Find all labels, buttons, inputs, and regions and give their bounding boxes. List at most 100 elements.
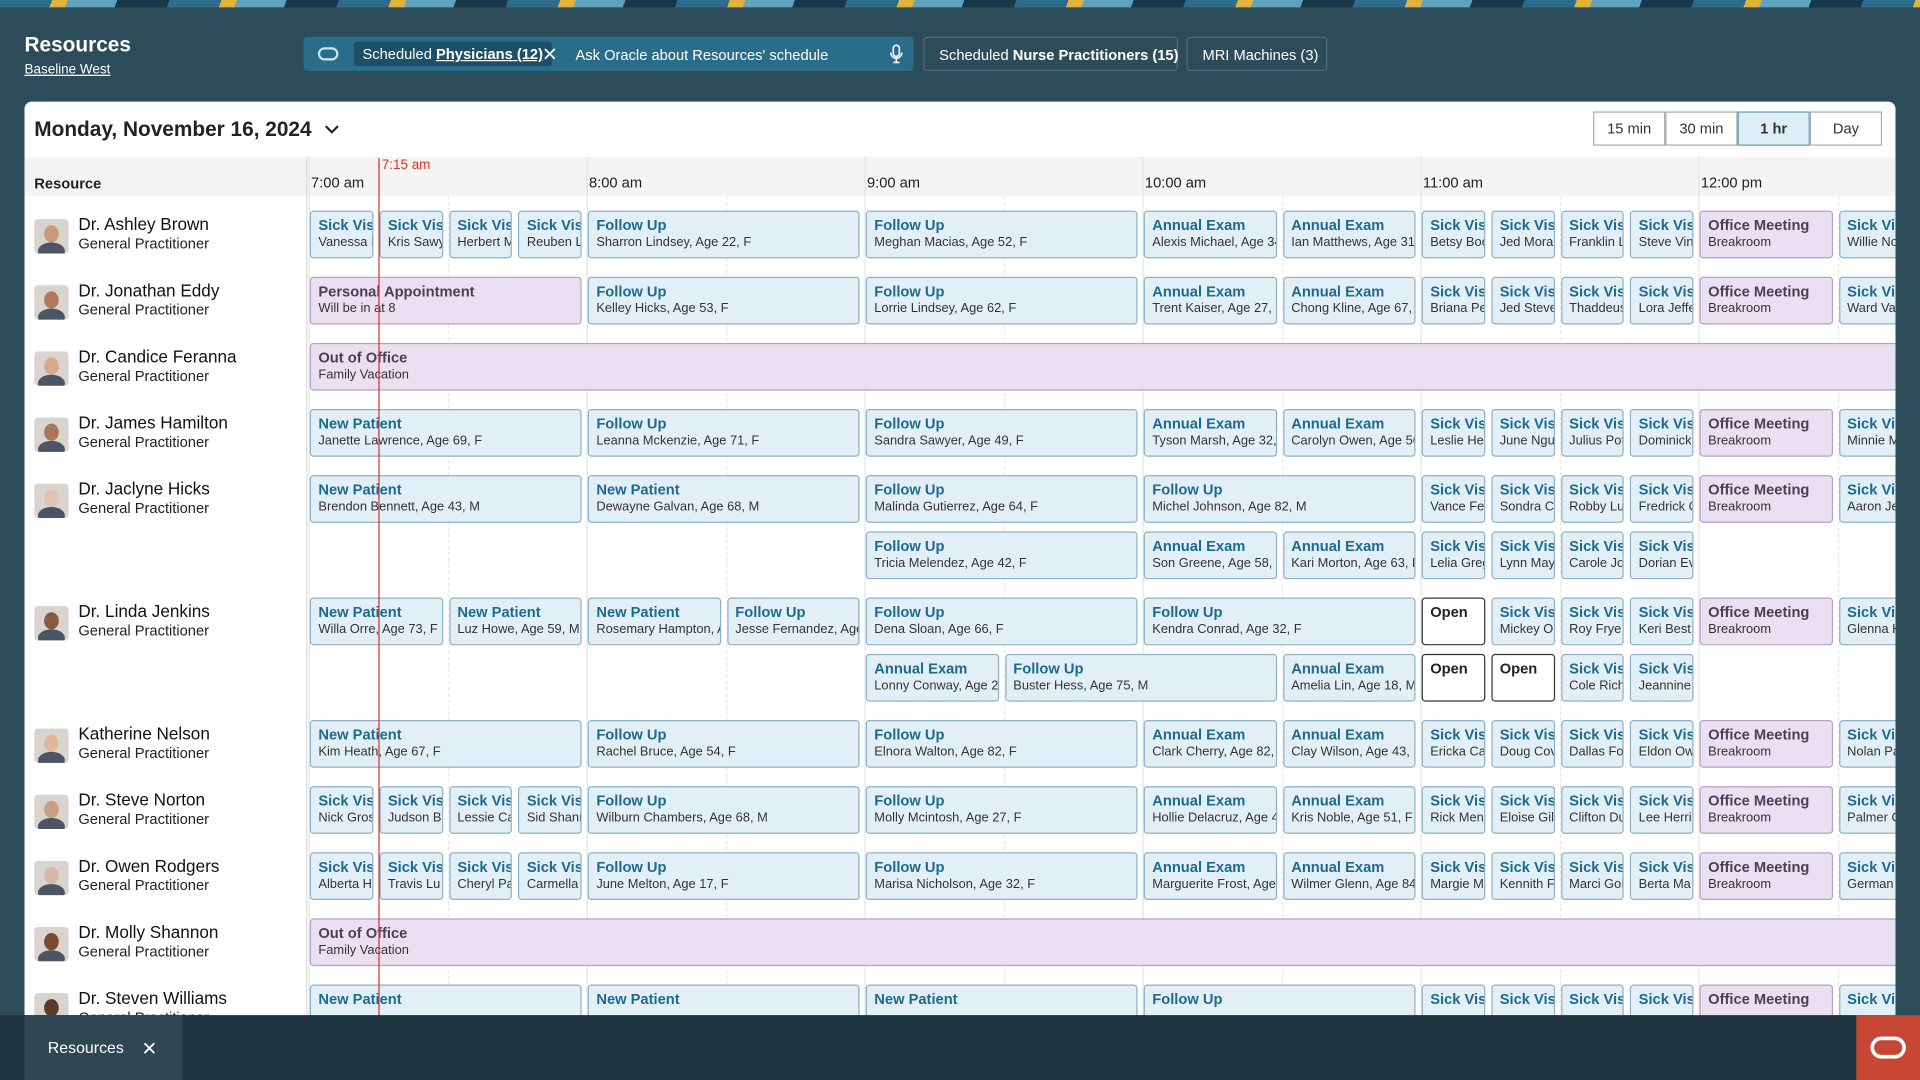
- appointment[interactable]: Annual Exam Kari Morton, Age 63, F: [1282, 531, 1416, 580]
- search-chip[interactable]: Scheduled Physicians (12): [353, 41, 553, 67]
- appointment[interactable]: Open: [1491, 653, 1555, 702]
- appointment[interactable]: Office Meeting Breakroom: [1699, 720, 1833, 768]
- appointment[interactable]: Sick VisitEloise Gil: [1491, 786, 1555, 834]
- appointment[interactable]: Sick VisitJed Steve: [1491, 276, 1555, 325]
- appointment[interactable]: Sick VisitGerman I: [1838, 852, 1896, 900]
- filter-chip[interactable]: MRI Machines (3): [1186, 36, 1328, 72]
- appointment[interactable]: New Patient Dewayne Galvan, Age 68, M: [587, 475, 860, 523]
- appointment[interactable]: Office Meeting Breakroom: [1699, 276, 1833, 325]
- appointment[interactable]: Follow Up Rachel Bruce, Age 54, F: [587, 720, 860, 768]
- appointment[interactable]: Sick VisitReuben L: [518, 210, 582, 259]
- appointment[interactable]: Sick VisitWard Vau: [1838, 276, 1896, 325]
- appointment[interactable]: Sick VisitNolan Pa: [1838, 720, 1896, 768]
- appointment[interactable]: New Patient Kim Heath, Age 67, F: [309, 720, 582, 768]
- appointment[interactable]: Annual Exam Tyson Marsh, Age 32,: [1143, 408, 1277, 457]
- appointment[interactable]: Open: [1421, 597, 1485, 646]
- appointment[interactable]: Sick VisitFranklin L: [1560, 210, 1624, 259]
- appointment[interactable]: Sick VisitPalmer G: [1838, 786, 1896, 834]
- appointment[interactable]: New Patient Rosemary Hampton, A: [587, 597, 721, 646]
- appointment[interactable]: Annual Exam Hollie Delacruz, Age 4: [1143, 786, 1277, 834]
- appointment[interactable]: Sick VisitCole Rich: [1560, 653, 1624, 702]
- appointment[interactable]: Sick VisitRobby Lu: [1560, 475, 1624, 523]
- appointment[interactable]: New Patient Luz Howe, Age 59, M: [448, 597, 582, 646]
- bottom-tab[interactable]: Resources: [24, 1015, 183, 1080]
- appointment[interactable]: Sick VisitNick Gros: [309, 786, 374, 834]
- chip-remove[interactable]: [542, 47, 557, 62]
- appointment[interactable]: Sick VisitJed Mora: [1491, 210, 1555, 259]
- appointment[interactable]: Sick VisitBriana Pe: [1421, 276, 1485, 325]
- appointment[interactable]: Annual Exam Marguerite Frost, Age: [1143, 852, 1277, 900]
- appointment[interactable]: Open: [1421, 653, 1485, 702]
- appointment[interactable]: Sick VisitCheryl Pa: [448, 852, 513, 900]
- appointment[interactable]: Follow Up Elnora Walton, Age 82, F: [865, 720, 1138, 768]
- appointment[interactable]: Sick VisitLynn May: [1491, 531, 1555, 580]
- appointment[interactable]: Personal Appointment Will be in at 8: [309, 276, 582, 325]
- appointment[interactable]: Annual Exam Clay Wilson, Age 43, M: [1282, 720, 1416, 768]
- appointment[interactable]: Sick VisitMinnie M: [1838, 408, 1896, 457]
- appointment[interactable]: Out of Office Family Vacation: [309, 918, 1896, 967]
- appointment[interactable]: Follow Up Kelley Hicks, Age 53, F: [587, 276, 860, 325]
- appointment[interactable]: Sick VisitMarci Gol: [1560, 852, 1624, 900]
- appointment[interactable]: Sick VisitFredrick C: [1630, 475, 1694, 523]
- appointment[interactable]: Annual Exam Son Greene, Age 58, M: [1143, 531, 1277, 580]
- appointment[interactable]: Follow Up Jesse Fernandez, Age: [726, 597, 860, 646]
- appointment[interactable]: Sick VisitGlenna H: [1838, 597, 1896, 646]
- appointment[interactable]: Sick VisitSid Shanr: [518, 786, 582, 834]
- appointment[interactable]: Follow Up Sandra Sawyer, Age 49, F: [865, 408, 1138, 457]
- appointment[interactable]: Sick VisitJeannine: [1630, 653, 1694, 702]
- appointment[interactable]: Sick VisitEldon Ow: [1630, 720, 1694, 768]
- appointment[interactable]: Sick VisitMickey O: [1491, 597, 1555, 646]
- appointment[interactable]: Sick VisitDoug Cov: [1491, 720, 1555, 768]
- mic-icon[interactable]: [889, 44, 904, 64]
- appointment[interactable]: Office Meeting Breakroom: [1699, 475, 1833, 523]
- appointment[interactable]: New Patient Brendon Bennett, Age 43, M: [309, 475, 582, 523]
- appointment[interactable]: Sick VisitVance Fer: [1421, 475, 1485, 523]
- appointment[interactable]: Sick VisitJune Ngu: [1491, 408, 1555, 457]
- appointment[interactable]: Sick VisitVanessa E: [309, 210, 374, 259]
- appointment[interactable]: Sick VisitEricka Ca: [1421, 720, 1485, 768]
- appointment[interactable]: Annual Exam Wilmer Glenn, Age 84,: [1282, 852, 1416, 900]
- interval-button[interactable]: 1 hr: [1737, 111, 1810, 146]
- appointment[interactable]: Office Meeting Breakroom: [1699, 408, 1833, 457]
- interval-button[interactable]: 30 min: [1665, 111, 1738, 146]
- appointment[interactable]: Follow Up Michel Johnson, Age 82, M: [1143, 475, 1416, 523]
- appointment[interactable]: Sick VisitSondra Cl: [1491, 475, 1555, 523]
- appointment[interactable]: Office Meeting Breakroom: [1699, 210, 1833, 259]
- appointment[interactable]: Office Meeting Breakroom: [1699, 852, 1833, 900]
- appointment[interactable]: Annual Exam Trent Kaiser, Age 27, F: [1143, 276, 1277, 325]
- appointment[interactable]: Annual Exam Amelia Lin, Age 18, M: [1282, 653, 1416, 702]
- appointment[interactable]: Sick VisitHerbert M: [448, 210, 513, 259]
- appointment[interactable]: Follow Up Buster Hess, Age 75, M: [1004, 653, 1277, 702]
- appointment[interactable]: Sick VisitKeri Best: [1630, 597, 1694, 646]
- appointment[interactable]: Sick VisitBetsy Boo: [1421, 210, 1485, 259]
- appointment[interactable]: Sick VisitDominick: [1630, 408, 1694, 457]
- appointment[interactable]: Sick VisitTravis Lu: [379, 852, 443, 900]
- appointment[interactable]: Sick VisitThaddeus: [1560, 276, 1624, 325]
- tab-close[interactable]: [142, 1041, 157, 1056]
- appointment[interactable]: New Patient Willa Orre, Age 73, F: [309, 597, 443, 646]
- appointment[interactable]: Office Meeting Breakroom: [1699, 786, 1833, 834]
- appointment[interactable]: Sick VisitMargie M: [1421, 852, 1485, 900]
- appointment[interactable]: Sick VisitJulius Pot: [1560, 408, 1624, 457]
- appointment[interactable]: Sick VisitLelia Greg: [1421, 531, 1485, 580]
- appointment[interactable]: Annual Exam Clark Cherry, Age 82, M: [1143, 720, 1277, 768]
- location-link[interactable]: Baseline West: [24, 62, 111, 78]
- appointment[interactable]: Sick VisitDorian Ev: [1630, 531, 1694, 580]
- appointment[interactable]: Follow Up Malinda Gutierrez, Age 64, F: [865, 475, 1138, 523]
- appointment[interactable]: Office Meeting Breakroom: [1699, 597, 1833, 646]
- appointment[interactable]: Annual Exam Alexis Michael, Age 34: [1143, 210, 1277, 259]
- appointment[interactable]: Follow Up Sharron Lindsey, Age 22, F: [587, 210, 860, 259]
- appointment[interactable]: Annual Exam Lonny Conway, Age 21: [865, 653, 999, 702]
- appointment[interactable]: Sick VisitCarole Jo: [1560, 531, 1624, 580]
- appointment[interactable]: Sick VisitKennith F: [1491, 852, 1555, 900]
- appointment[interactable]: Sick VisitWillie No: [1838, 210, 1896, 259]
- oracle-button[interactable]: [1856, 1015, 1920, 1080]
- appointment[interactable]: Annual Exam Chong Kline, Age 67, M: [1282, 276, 1416, 325]
- date-picker[interactable]: Monday, November 16, 2024: [34, 118, 339, 142]
- appointment[interactable]: Sick VisitDallas Fo: [1560, 720, 1624, 768]
- appointment[interactable]: Sick VisitRoy Frye: [1560, 597, 1624, 646]
- appointment[interactable]: Follow Up Kendra Conrad, Age 32, F: [1143, 597, 1416, 646]
- interval-button[interactable]: Day: [1809, 111, 1883, 146]
- appointment[interactable]: Follow Up Tricia Melendez, Age 42, F: [865, 531, 1138, 580]
- appointment[interactable]: Sick VisitKris Sawy: [379, 210, 443, 259]
